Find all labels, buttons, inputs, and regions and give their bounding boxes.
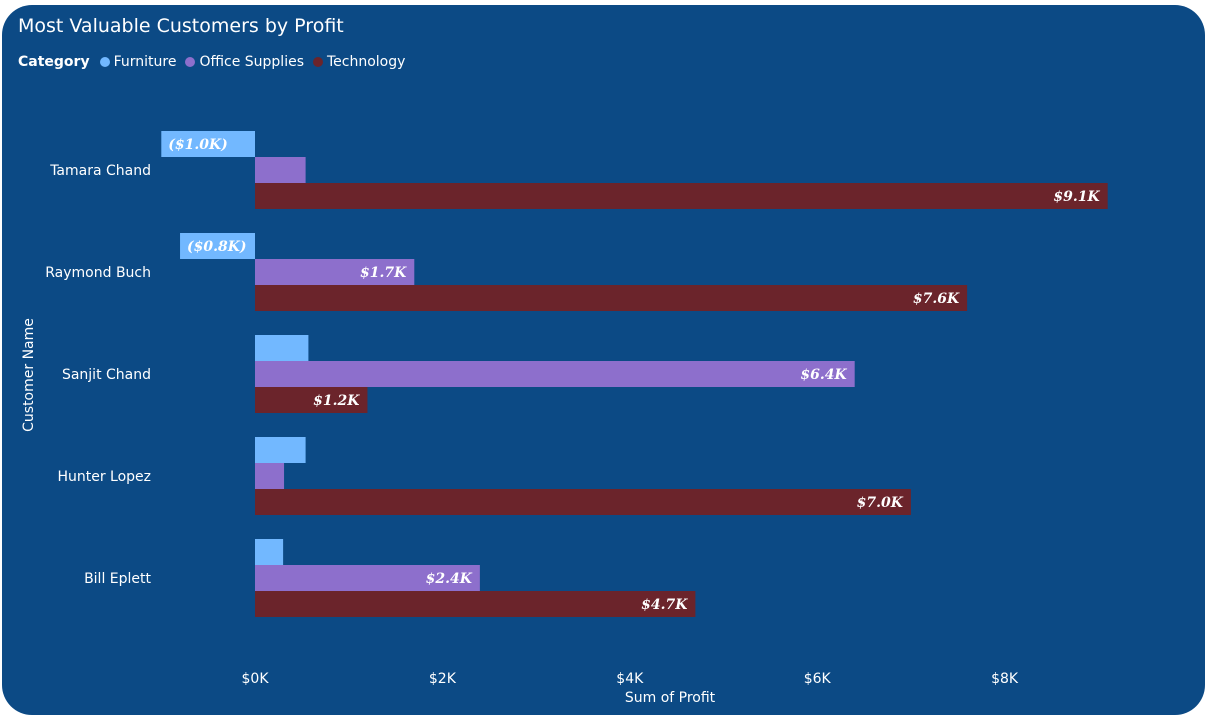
category-labels-layer: Tamara Chand Raymond Buch Sanjit Chand Hunt…: [45, 163, 151, 587]
category-label-tamara-chand: Tamara Chand: [49, 163, 151, 179]
legend-title: Category: [18, 54, 90, 70]
legend-swatch-furniture: [99, 57, 110, 67]
bar-furniture-sanjit-chand[interactable]: [255, 335, 309, 361]
bars-layer: [161, 131, 1108, 617]
legend-label-furniture: Furniture: [113, 54, 177, 70]
legend: Category Furniture Office Supplies Techn…: [18, 54, 414, 70]
data-label-technology-tamara-chand: $9.1K: [1053, 189, 1100, 205]
x-tick-label: $6K: [804, 671, 832, 687]
bar-furniture-raymond-buch[interactable]: [180, 233, 255, 259]
bar-furniture-bill-eplett[interactable]: [255, 539, 284, 565]
legend-item-furniture[interactable]: Furniture: [99, 54, 177, 70]
legend-item-technology[interactable]: Technology: [313, 54, 405, 70]
category-label-raymond-buch: Raymond Buch: [45, 265, 151, 281]
data-label-technology-bill-eplett: $4.7K: [641, 597, 688, 613]
legend-label-office-supplies: Office Supplies: [199, 54, 304, 70]
y-axis-title: Customer Name: [21, 318, 37, 432]
bar-office-supplies-tamara-chand[interactable]: [255, 157, 306, 183]
data-label-office-supplies-sanjit-chand: $6.4K: [800, 367, 847, 383]
data-label-technology-hunter-lopez: $7.0K: [857, 495, 904, 511]
data-label-furniture-tamara-chand: ($1.0K): [168, 137, 228, 153]
bar-office-supplies-sanjit-chand[interactable]: [255, 361, 855, 387]
bar-technology-raymond-buch[interactable]: [255, 285, 968, 311]
category-label-bill-eplett: Bill Eplett: [84, 571, 151, 587]
bar-furniture-tamara-chand[interactable]: [161, 131, 255, 157]
bar-technology-hunter-lopez[interactable]: [255, 489, 911, 515]
category-label-hunter-lopez: Hunter Lopez: [57, 469, 151, 485]
bar-chart: ($1.0K) $9.1K ($0.8K) $1.7K $7.6K $6.4K $1.2K $…: [21, 131, 1108, 706]
bar-office-supplies-raymond-buch[interactable]: [255, 259, 415, 285]
category-label-sanjit-chand: Sanjit Chand: [62, 367, 151, 383]
data-label-office-supplies-raymond-buch: $1.7K: [360, 265, 407, 281]
x-tick-label: $4K: [616, 671, 644, 687]
data-label-furniture-raymond-buch: ($0.8K): [187, 239, 247, 255]
x-tick-label: $8K: [991, 671, 1019, 687]
bar-furniture-hunter-lopez[interactable]: [255, 437, 306, 463]
x-axis-title: Sum of Profit: [625, 690, 716, 706]
bar-office-supplies-bill-eplett[interactable]: [255, 565, 480, 591]
legend-label-technology: Technology: [327, 54, 406, 70]
legend-item-office-supplies[interactable]: Office Supplies: [185, 54, 304, 70]
bar-technology-sanjit-chand[interactable]: [255, 387, 368, 413]
bar-technology-tamara-chand[interactable]: [255, 183, 1108, 209]
x-tick-label: $0K: [242, 671, 270, 687]
bar-office-supplies-hunter-lopez[interactable]: [255, 463, 285, 489]
data-label-technology-sanjit-chand: $1.2K: [313, 393, 360, 409]
legend-swatch-technology: [313, 57, 323, 67]
data-label-technology-raymond-buch: $7.6K: [913, 291, 960, 307]
data-label-office-supplies-bill-eplett: $2.4K: [426, 571, 473, 587]
x-tick-label: $2K: [429, 671, 457, 687]
x-tick-labels-layer: $0K $2K $4K $6K $8K: [242, 671, 1019, 687]
data-labels-layer: ($1.0K) $9.1K ($0.8K) $1.7K $7.6K $6.4K $1.2K $…: [168, 137, 1100, 613]
bar-technology-bill-eplett[interactable]: [255, 591, 696, 617]
legend-swatch-office-supplies: [185, 57, 196, 67]
chart-card: Most Valuable Customers by Profit Catego…: [2, 5, 1205, 715]
chart-title: Most Valuable Customers by Profit: [18, 15, 344, 37]
